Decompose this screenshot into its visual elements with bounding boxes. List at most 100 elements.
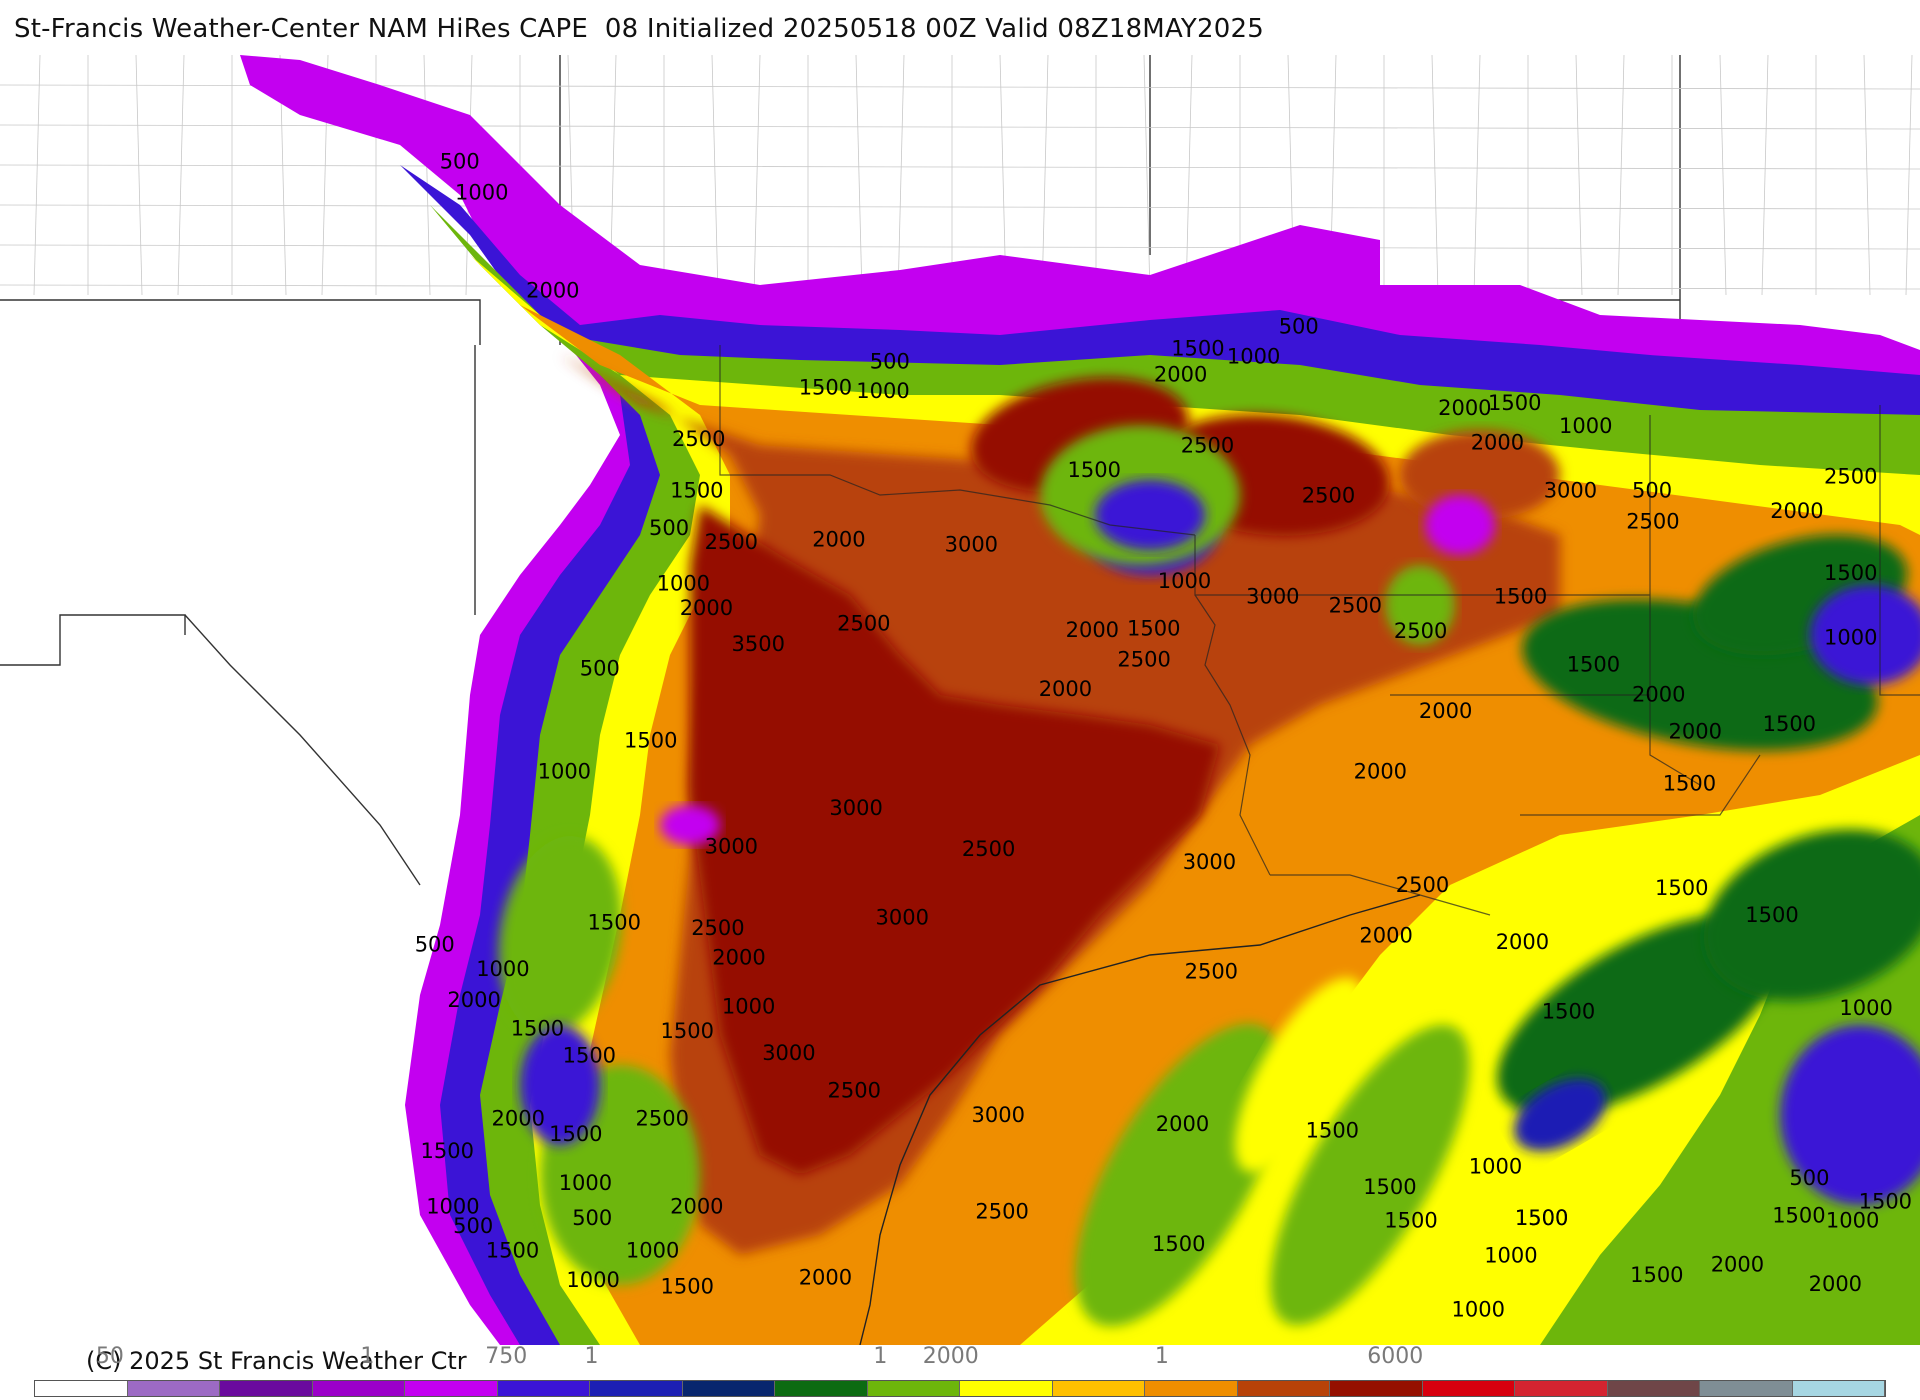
contour-label: 1000 (722, 995, 775, 1019)
contour-label: 2500 (1185, 960, 1238, 984)
county-line (1431, 55, 1439, 296)
contour-label: 2500 (1824, 464, 1877, 488)
contour-label: 2000 (1156, 1112, 1209, 1136)
contour-label: 1000 (1824, 626, 1877, 650)
contour-label: 2000 (1359, 924, 1412, 948)
colorbar-segment (497, 1381, 590, 1396)
colorbar-tick-label: 2000 (922, 1344, 979, 1369)
colorbar-segment (127, 1381, 220, 1396)
contour-label: 3000 (829, 796, 882, 820)
gulf-green-sw (1075, 1023, 1285, 1327)
contour-label: 1000 (626, 1238, 679, 1262)
contour-label: 1500 (1824, 561, 1877, 585)
contour-label: 1500 (1763, 712, 1816, 736)
contour-label: 3000 (705, 835, 758, 859)
contour-label: 1000 (1839, 996, 1892, 1020)
county-line (1143, 55, 1151, 296)
contour-label: 2000 (670, 1194, 723, 1218)
contour-label: 3000 (945, 533, 998, 557)
contour-label: 2500 (1329, 593, 1382, 617)
county-line (897, 55, 905, 296)
contour-label: 1500 (1859, 1189, 1912, 1213)
county-line (1575, 55, 1583, 296)
contour-label: 1000 (1158, 569, 1211, 593)
colorbar-tick-label: 50 (95, 1344, 124, 1369)
contour-label: 1500 (1745, 903, 1798, 927)
contour-label: 1500 (1384, 1209, 1437, 1233)
contour-label: 500 (415, 933, 455, 957)
county-line (1719, 55, 1727, 296)
colorbar-tick-label: 1 (360, 1344, 375, 1369)
contour-label: 2500 (837, 611, 890, 635)
contour-label: 1000 (856, 379, 909, 403)
contour-label: 2500 (1394, 619, 1447, 643)
contour-label: 2000 (1039, 677, 1092, 701)
map-title: St-Francis Weather-Center NAM HiRes CAPE… (14, 14, 1264, 44)
contour-label: 1500 (1127, 617, 1180, 641)
mx-blue-1 (520, 1025, 600, 1145)
contour-label: 1500 (1363, 1175, 1416, 1199)
contour-label: 1000 (1559, 414, 1612, 438)
county-line (1473, 55, 1481, 296)
county-line (0, 164, 1920, 170)
county-line (1041, 55, 1049, 296)
county-line (33, 55, 41, 296)
contour-label: 2500 (672, 427, 725, 451)
contour-label: 2500 (1117, 648, 1170, 672)
colorbar-segment (960, 1381, 1053, 1396)
contour-label: 500 (572, 1206, 612, 1230)
contour-label: 2000 (1066, 618, 1119, 642)
colorbar-segment (1515, 1381, 1608, 1396)
contour-label: 2500 (1396, 873, 1449, 897)
colorbar-segment (1700, 1381, 1793, 1396)
colorbar-segment (590, 1381, 683, 1396)
colorbar-segment (35, 1381, 128, 1396)
contour-label: 2000 (712, 945, 765, 969)
contour-label: 2000 (812, 528, 865, 552)
contour-label: 1500 (1567, 653, 1620, 677)
colorbar-segment (1792, 1381, 1885, 1396)
gulf-blue-2 (1514, 1078, 1606, 1152)
contour-label: 1500 (661, 1019, 714, 1043)
contour-label: 1500 (799, 375, 852, 399)
colorbar-segment (867, 1381, 960, 1396)
contour-label: 1000 (1227, 344, 1280, 368)
cape-map: 500 1000 2000 500 1500 1000 2500 1500 500 2500 200… (0, 55, 1920, 1345)
contour-label: 2000 (1419, 699, 1472, 723)
colorbar-segment (1607, 1381, 1700, 1396)
county-line (1863, 55, 1871, 296)
contour-label: 3000 (876, 906, 929, 930)
colorbar-tick-label: 1 (873, 1344, 888, 1369)
contour-label: 500 (870, 350, 910, 374)
contour-label: 1000 (1484, 1243, 1537, 1267)
county-line (0, 204, 1920, 210)
colorbar-tick-label: 750 (485, 1344, 528, 1369)
colorbar-tick-label: 1 (1154, 1344, 1169, 1369)
gulf-yellow-streak (1235, 977, 1365, 1173)
contour-label: 1500 (1772, 1204, 1825, 1228)
contour-label: 2000 (1354, 760, 1407, 784)
contour-label: 2000 (1711, 1253, 1764, 1277)
contour-label: 1000 (559, 1171, 612, 1195)
contour-label: 500 (453, 1214, 493, 1238)
cape-colorbar (34, 1380, 1886, 1397)
colorbar-segment (405, 1381, 498, 1396)
se-blue-1 (1810, 585, 1920, 685)
contour-label: 3000 (1544, 479, 1597, 503)
contour-label: 2000 (1770, 499, 1823, 523)
gulf-green-mid (1270, 1024, 1470, 1326)
county-line (0, 124, 1920, 130)
copyright-notice: (C) 2025 St Francis Weather Ctr (86, 1347, 467, 1375)
contour-label: 1000 (1826, 1209, 1879, 1233)
lake-green (1385, 565, 1455, 645)
contour-label: 3500 (732, 632, 785, 656)
ar-magenta-pocket (1425, 495, 1495, 555)
contour-label: 500 (1789, 1166, 1829, 1190)
contour-label: 1000 (455, 181, 508, 205)
contour-label: 1500 (563, 1044, 616, 1068)
contour-label: 1500 (1152, 1232, 1205, 1256)
contour-label: 2000 (1154, 362, 1207, 386)
tx-magenta-pocket (660, 805, 720, 845)
